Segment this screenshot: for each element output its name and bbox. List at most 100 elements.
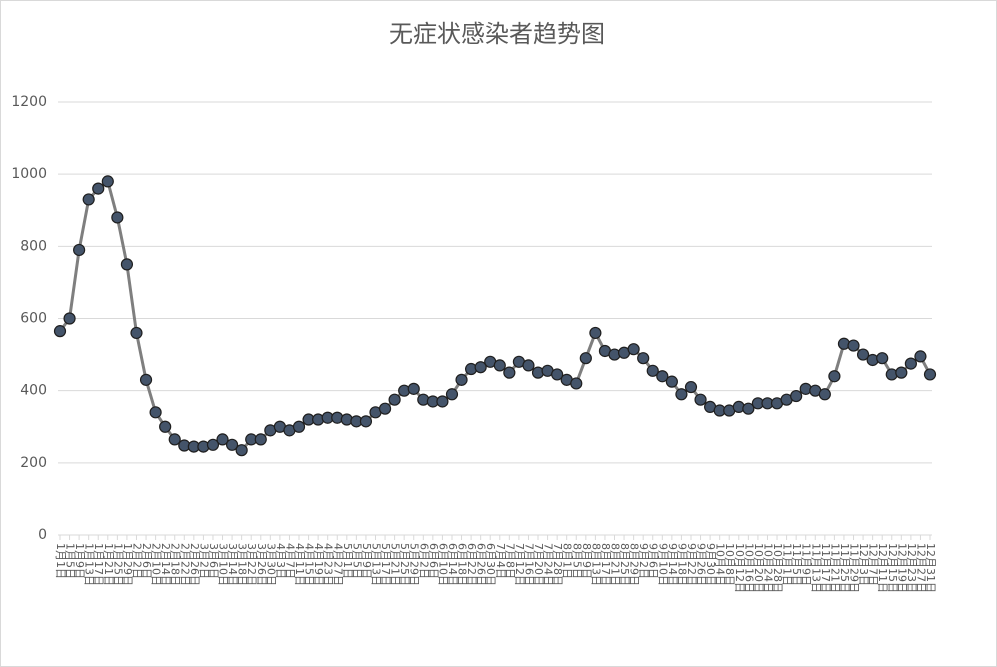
marker xyxy=(73,243,86,257)
x-tick-label: 7月12日 xyxy=(513,543,526,586)
x-tick-label: 1月5日 xyxy=(64,543,77,579)
marker xyxy=(694,393,707,406)
x-tick-label: 5月1日 xyxy=(341,543,354,579)
x-tick-label: 10月28日 xyxy=(771,543,784,593)
marker xyxy=(665,375,678,388)
marker xyxy=(551,368,564,381)
x-tick-label: 2月2日 xyxy=(130,543,143,579)
marker xyxy=(359,415,373,428)
marker xyxy=(235,444,248,457)
y-tick-label: 0 xyxy=(38,527,47,543)
x-tick-label: 11月5日 xyxy=(790,543,803,586)
x-tick-label: 11月13日 xyxy=(809,543,822,593)
marker xyxy=(876,352,889,365)
x-tick-label: 8月21日 xyxy=(609,543,622,586)
marker xyxy=(522,359,535,372)
x-tick-label: 6月30日 xyxy=(484,543,497,586)
marker xyxy=(818,388,831,401)
marker xyxy=(656,370,669,383)
marker xyxy=(168,433,181,446)
x-tick-label: 4月7日 xyxy=(283,543,296,579)
marker xyxy=(120,258,134,271)
marker xyxy=(790,389,803,403)
x-tick-label: 5月9日 xyxy=(360,543,373,579)
marker xyxy=(225,438,239,451)
x-tick-label: 1月29日 xyxy=(121,543,134,586)
x-tick-label: 7月16日 xyxy=(522,543,535,586)
x-tick-label: 12月11日 xyxy=(876,543,889,593)
x-tick-label: 10月8日 xyxy=(723,543,736,586)
x-tick-label: 11月1日 xyxy=(781,543,794,586)
x-tick-label: 9月26日 xyxy=(695,543,708,586)
marker xyxy=(111,211,124,224)
marker xyxy=(292,420,306,433)
x-tick-label: 6月14日 xyxy=(446,543,459,586)
x-tick-label: 11月21日 xyxy=(828,543,841,593)
x-tick-label: 7月28日 xyxy=(551,543,564,586)
x-tick-label: 7月8日 xyxy=(503,543,516,579)
marker xyxy=(445,388,459,401)
x-tick-label: 2月10日 xyxy=(150,543,163,586)
x-tick-label: 2月26日 xyxy=(188,543,201,586)
x-tick-label: 9月10日 xyxy=(656,543,669,586)
y-tick-label: 200 xyxy=(20,455,47,471)
x-tick-label: 3月22日 xyxy=(245,543,258,586)
marker xyxy=(436,395,449,408)
y-tick-label: 600 xyxy=(20,311,47,327)
x-tick-label: 10月4日 xyxy=(714,543,727,586)
marker xyxy=(254,433,267,446)
x-tick-label: 8月9日 xyxy=(580,543,593,579)
x-tick-label: 6月2日 xyxy=(417,543,430,579)
x-tick-label: 10月12日 xyxy=(733,543,746,593)
x-tick-label: 11月17日 xyxy=(819,543,832,593)
x-tick-label: 2月18日 xyxy=(169,543,182,586)
x-tick-label: 4月27日 xyxy=(331,543,344,586)
x-tick-label: 8月25日 xyxy=(618,543,631,586)
x-tick-label: 9月2日 xyxy=(637,543,650,579)
marker xyxy=(149,406,162,419)
x-tick-label: 5月21日 xyxy=(389,543,402,586)
x-tick-label: 10月24日 xyxy=(761,543,774,593)
x-tick-label: 1月1日 xyxy=(54,543,67,579)
x-tick-label: 12月15日 xyxy=(886,543,899,593)
x-tick-label: 8月13日 xyxy=(589,543,602,586)
marker xyxy=(856,348,870,361)
marker xyxy=(847,339,860,352)
y-tick-label: 1200 xyxy=(11,94,47,110)
x-tick-label: 9月18日 xyxy=(675,543,688,586)
marker xyxy=(216,433,229,446)
marker xyxy=(637,352,650,365)
marker xyxy=(742,402,755,415)
x-tick-label: 6月6日 xyxy=(427,543,440,579)
x-tick-label: 3月14日 xyxy=(226,543,239,586)
x-tick-label: 6月10日 xyxy=(436,543,449,586)
marker xyxy=(646,364,659,377)
x-tick-label: 7月20日 xyxy=(532,543,545,586)
x-tick-label: 5月17日 xyxy=(379,543,392,586)
x-tick-label: 3月30日 xyxy=(264,543,277,586)
x-tick-label: 7月4日 xyxy=(494,543,507,579)
marker xyxy=(82,193,95,206)
x-tick-label: 4月3日 xyxy=(274,543,287,579)
x-tick-label: 7月24日 xyxy=(542,543,555,586)
marker xyxy=(63,312,76,325)
x-tick-label: 3月6日 xyxy=(207,543,220,579)
chart-title: 无症状感染者趋势图 xyxy=(389,20,605,48)
marker xyxy=(923,368,937,381)
x-tick-label: 4月23日 xyxy=(322,543,335,586)
x-tick-label: 10月20日 xyxy=(752,543,765,593)
marker xyxy=(684,380,698,394)
x-tick-label: 2月14日 xyxy=(159,543,172,586)
marker xyxy=(378,402,392,415)
x-tick-label: 1月21日 xyxy=(102,543,115,586)
marker xyxy=(493,359,506,372)
x-tick-label: 5月13日 xyxy=(369,543,382,586)
x-tick-label: 11月29日 xyxy=(848,543,861,593)
x-tick-label: 8月5日 xyxy=(570,543,583,579)
x-tick-label: 3月18日 xyxy=(236,543,249,586)
x-tick-label: 10月16日 xyxy=(742,543,755,593)
x-tick-label: 5月29日 xyxy=(408,543,421,586)
marker xyxy=(407,382,420,395)
marker xyxy=(130,326,143,340)
